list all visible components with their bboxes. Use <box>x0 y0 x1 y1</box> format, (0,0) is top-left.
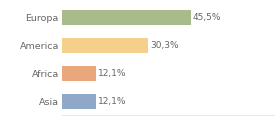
Bar <box>62 66 96 81</box>
Bar <box>62 10 191 25</box>
Text: 45,5%: 45,5% <box>193 13 221 22</box>
Bar <box>62 94 96 109</box>
Text: 12,1%: 12,1% <box>98 97 127 106</box>
Bar <box>62 38 148 53</box>
Text: 12,1%: 12,1% <box>98 69 127 78</box>
Text: 30,3%: 30,3% <box>150 41 178 50</box>
